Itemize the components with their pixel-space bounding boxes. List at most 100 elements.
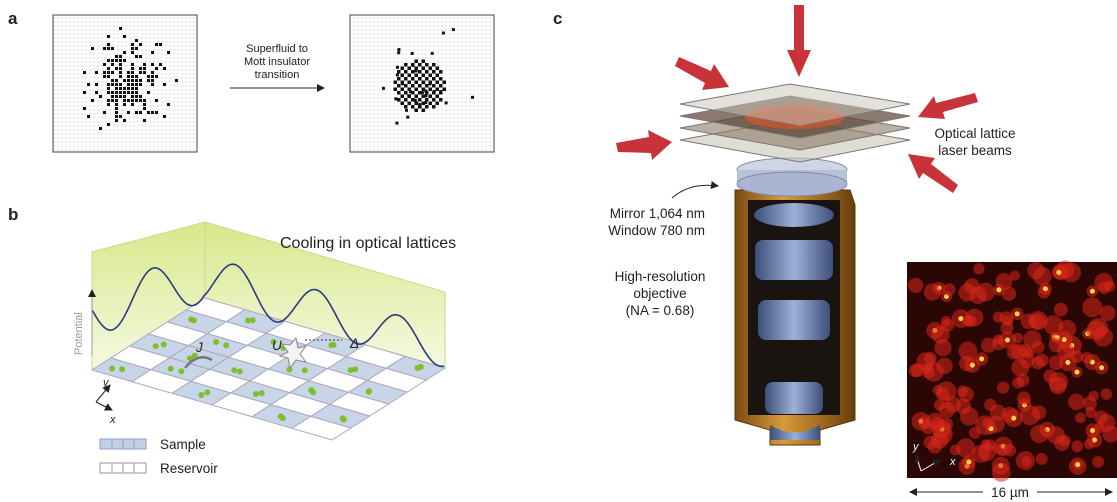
atom bbox=[424, 94, 427, 97]
atom bbox=[99, 95, 102, 98]
atom bbox=[131, 51, 134, 54]
atom bbox=[422, 81, 425, 84]
atom bbox=[155, 43, 158, 46]
atom bbox=[127, 99, 130, 102]
atom bbox=[425, 98, 429, 102]
atom bbox=[431, 52, 434, 55]
atom bbox=[443, 88, 447, 92]
atom-glow bbox=[963, 315, 974, 326]
atom bbox=[397, 70, 401, 74]
atom bbox=[107, 103, 110, 106]
atom bbox=[394, 88, 398, 92]
atom-glow bbox=[1082, 297, 1102, 317]
atom bbox=[155, 99, 158, 102]
atom-core bbox=[1090, 428, 1095, 433]
transition-text: Superfluid to bbox=[246, 43, 308, 55]
objective-text: objective bbox=[633, 286, 686, 301]
atom bbox=[175, 79, 178, 82]
atom bbox=[198, 392, 204, 398]
atom bbox=[418, 77, 422, 81]
atom bbox=[143, 103, 146, 106]
atom-glow bbox=[973, 263, 984, 274]
atom-glow bbox=[1036, 453, 1048, 465]
atom bbox=[111, 63, 114, 66]
atom bbox=[415, 74, 419, 78]
atom bbox=[397, 84, 401, 88]
atom bbox=[223, 342, 229, 348]
atom bbox=[119, 87, 122, 90]
atom bbox=[95, 91, 98, 94]
atom bbox=[405, 109, 408, 112]
atom-core bbox=[1005, 338, 1010, 343]
atom bbox=[415, 365, 421, 371]
atom bbox=[397, 51, 400, 54]
atom bbox=[395, 122, 398, 125]
atom bbox=[107, 99, 110, 102]
atom-glow bbox=[1061, 263, 1081, 283]
atom-glow bbox=[1017, 391, 1031, 405]
atom bbox=[408, 102, 412, 106]
atom bbox=[83, 91, 86, 94]
atom-glow bbox=[1092, 456, 1104, 468]
atom-core bbox=[979, 356, 984, 361]
atom bbox=[139, 95, 142, 98]
atom bbox=[163, 115, 166, 118]
atom bbox=[143, 63, 146, 66]
atom bbox=[139, 79, 142, 82]
mirror-text: Window 780 nm bbox=[608, 223, 705, 238]
atom bbox=[123, 91, 126, 94]
atom bbox=[259, 390, 265, 396]
atom bbox=[115, 103, 118, 106]
atom bbox=[231, 367, 237, 373]
atom-glow bbox=[950, 445, 961, 456]
atom bbox=[119, 95, 122, 98]
atom bbox=[415, 60, 419, 64]
atom bbox=[436, 67, 440, 71]
atom-glow bbox=[916, 352, 934, 370]
atom-core bbox=[996, 287, 1001, 292]
atom bbox=[406, 116, 409, 119]
atom bbox=[151, 63, 154, 66]
atom-glow bbox=[997, 381, 1009, 393]
page: {"panel_a": {"label": "a", "transition_t… bbox=[0, 0, 1117, 502]
atom bbox=[445, 101, 448, 104]
atom bbox=[155, 75, 158, 78]
atom bbox=[439, 98, 443, 102]
atom bbox=[83, 71, 86, 74]
atom bbox=[123, 87, 126, 90]
atom-core bbox=[1090, 289, 1095, 294]
atom bbox=[135, 99, 138, 102]
atom-glow bbox=[1081, 352, 1093, 364]
atom bbox=[155, 67, 158, 70]
atom bbox=[404, 77, 408, 81]
atom bbox=[95, 83, 98, 86]
atom bbox=[415, 81, 419, 85]
atom bbox=[135, 91, 138, 94]
atom bbox=[404, 70, 408, 74]
atom bbox=[107, 83, 110, 86]
atom bbox=[408, 74, 412, 78]
atom-glow bbox=[1030, 425, 1048, 443]
symbol: Δ bbox=[349, 336, 359, 351]
atom bbox=[404, 63, 408, 67]
atom bbox=[436, 88, 440, 92]
atom-core bbox=[1065, 360, 1070, 365]
atom bbox=[135, 47, 138, 50]
atom-glow bbox=[941, 316, 951, 326]
atom bbox=[111, 99, 114, 102]
atom bbox=[415, 88, 419, 92]
atom bbox=[115, 59, 118, 62]
atom bbox=[411, 77, 415, 81]
atom-core bbox=[1074, 370, 1079, 375]
beams-text: Optical lattice bbox=[934, 126, 1015, 141]
atom bbox=[131, 103, 134, 106]
atom-glow bbox=[982, 418, 993, 429]
atom bbox=[107, 91, 110, 94]
atom bbox=[245, 317, 251, 323]
window bbox=[737, 158, 847, 196]
atom bbox=[139, 43, 142, 46]
atom bbox=[155, 111, 158, 114]
atom bbox=[429, 67, 433, 71]
atom bbox=[422, 67, 426, 71]
atom bbox=[471, 96, 474, 99]
